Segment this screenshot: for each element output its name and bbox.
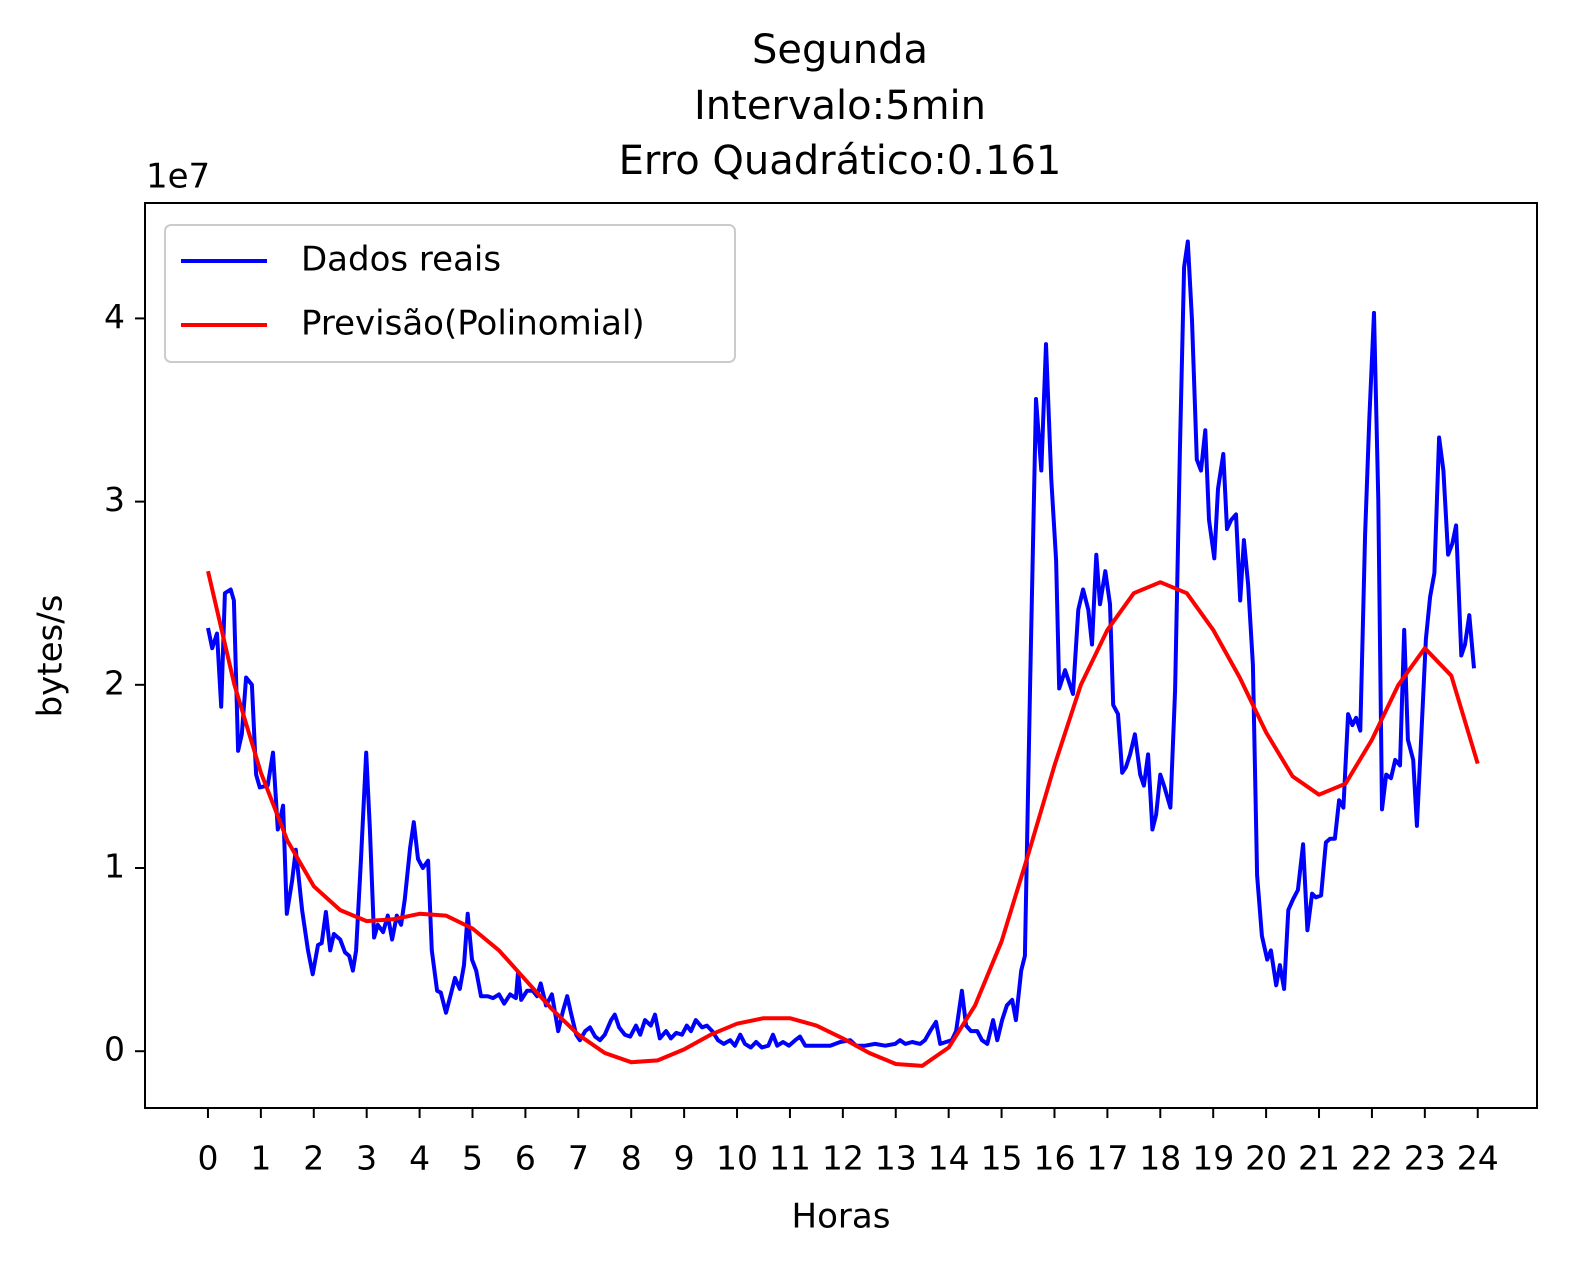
legend-box: [164, 224, 736, 363]
chart-title: Intervalo:5min: [694, 83, 986, 129]
x-tick-label: 4: [409, 1139, 430, 1178]
y-tick-label: 4: [104, 297, 125, 336]
x-tick-label: 6: [515, 1139, 536, 1178]
x-tick-label: 1: [250, 1139, 271, 1178]
x-tick-label: 24: [1457, 1139, 1499, 1178]
x-tick-label: 9: [674, 1139, 695, 1178]
x-tick-label: 5: [462, 1139, 483, 1178]
x-tick-label: 11: [769, 1139, 811, 1178]
x-tick-label: 10: [716, 1139, 758, 1178]
y-tick-label: 2: [104, 663, 125, 702]
x-tick-label: 19: [1192, 1139, 1234, 1178]
x-tick-label: 7: [568, 1139, 589, 1178]
x-tick-label: 20: [1245, 1139, 1287, 1178]
x-tick-label: 3: [356, 1139, 377, 1178]
legend-label: Dados reais: [301, 240, 501, 280]
x-tick-label: 22: [1351, 1139, 1393, 1178]
x-tick-label: 0: [197, 1139, 218, 1178]
series-line: [206, 570, 1480, 1068]
x-tick-label: 8: [621, 1139, 642, 1178]
chart-title: Erro Quadrático:0.161: [619, 138, 1062, 184]
chart-title: Segunda: [752, 27, 928, 73]
x-tick-label: 14: [928, 1139, 970, 1178]
plot-frame: [144, 202, 1538, 1109]
x-tick-label: 12: [822, 1139, 864, 1178]
x-tick-label: 21: [1298, 1139, 1340, 1178]
x-tick-label: 23: [1404, 1139, 1446, 1178]
x-tick-label: 15: [981, 1139, 1023, 1178]
x-tick-label: 2: [303, 1139, 324, 1178]
y-tick-label: 1: [104, 847, 125, 886]
x-tick-label: 17: [1086, 1139, 1128, 1178]
y-offset-text: 1e7: [146, 157, 210, 197]
x-tick-label: 16: [1033, 1139, 1075, 1178]
legend-label: Previsão(Polinomial): [301, 304, 645, 344]
y-tick-label: 0: [104, 1030, 125, 1069]
y-axis-label: bytes/s: [31, 595, 71, 718]
x-axis-label: Horas: [792, 1197, 891, 1237]
x-tick-label: 18: [1139, 1139, 1181, 1178]
y-tick-label: 3: [104, 480, 125, 519]
x-tick-label: 13: [875, 1139, 917, 1178]
